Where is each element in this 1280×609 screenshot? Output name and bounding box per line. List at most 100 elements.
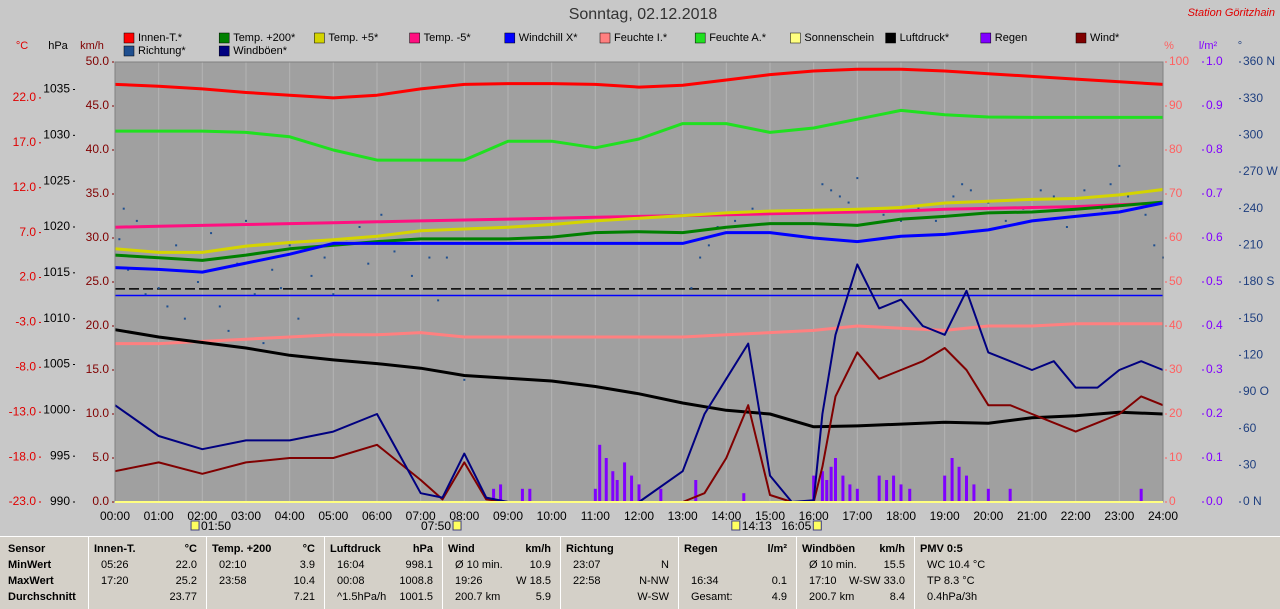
direction-point — [969, 189, 972, 192]
legend-swatch — [123, 32, 135, 44]
rain-bar — [492, 488, 496, 502]
table-section: Temp. +200 °C 02:10 3.9 23:58 10.4 7.21 — [206, 537, 325, 609]
y-tick-label: 1010 — [43, 311, 70, 325]
y-tick-label: 0.8 — [1206, 142, 1223, 156]
y-tick-label: 60 — [1243, 421, 1257, 435]
rain-bar — [812, 475, 816, 502]
series-line — [114, 328, 1164, 429]
table-cell: W-SW 33.0 — [848, 575, 905, 587]
y-tick-label: 1015 — [43, 265, 70, 279]
rain-bar — [848, 484, 852, 502]
legend-swatch — [599, 32, 611, 44]
legend-label: Feuchte I.* — [614, 32, 668, 44]
table-cell: MaxWert — [8, 575, 54, 587]
direction-point — [245, 219, 247, 222]
table-cell: N — [661, 559, 669, 571]
rain-bar — [834, 458, 837, 502]
legend-swatch — [314, 32, 325, 44]
series-line — [114, 200, 1164, 262]
event-marker — [731, 520, 741, 531]
rain-bar — [528, 488, 532, 502]
legend-label: Windböen* — [233, 45, 288, 57]
table-cell: Durchschnitt — [8, 591, 76, 603]
table-cell: 1001.5 — [399, 591, 433, 603]
legend-label: Innen-T.* — [138, 32, 183, 44]
table-cell: l/m² — [767, 543, 787, 555]
x-tick-label: 03:00 — [231, 509, 261, 523]
y-tick-label: 300 — [1243, 128, 1263, 142]
rain-bar — [623, 462, 627, 502]
y-tick-label: 20.0 — [86, 318, 110, 332]
x-tick-label: 04:00 — [275, 509, 305, 523]
direction-point — [127, 268, 130, 271]
table-cell: 19:26 — [455, 575, 483, 587]
direction-point — [288, 244, 291, 247]
table-section: Innen-T. °C 05:26 22.0 17:20 25.2 23.77 — [88, 537, 207, 609]
legend-swatch — [980, 32, 992, 44]
y-tick-label: 22.0 — [13, 90, 37, 104]
table-cell: 22.0 — [175, 559, 197, 571]
rain-bar — [742, 493, 746, 502]
direction-point — [900, 219, 902, 222]
rain-bar — [1139, 488, 1143, 502]
table-cell: 17:20 — [101, 575, 129, 587]
y-tick-label: 25.0 — [86, 274, 110, 288]
event-marker — [190, 520, 200, 531]
x-tick-label: 22:00 — [1061, 509, 1091, 523]
legend-label: Temp. +200* — [233, 32, 296, 44]
table-cell: 8.4 — [889, 591, 905, 603]
legend-label: Sonnenschein — [804, 32, 874, 44]
direction-point — [838, 195, 841, 198]
rain-bar — [908, 488, 912, 502]
y-tick-label: 1000 — [43, 403, 70, 417]
axis-unit: l/m² — [1199, 40, 1218, 52]
axis-unit: % — [1164, 40, 1174, 52]
direction-point — [323, 256, 326, 259]
legend-label: Windchill X* — [519, 32, 578, 44]
y-tick-label: 995 — [50, 448, 70, 462]
y-tick-label: 0.7 — [1206, 186, 1223, 200]
y-tick-label: -18.0 — [9, 449, 37, 463]
y-tick-label: 45.0 — [86, 98, 110, 112]
y-tick-label: 0.6 — [1206, 230, 1223, 244]
direction-point — [428, 256, 431, 259]
table-cell: Regen — [684, 543, 718, 555]
axis-unit: °C — [16, 40, 28, 52]
direction-point — [856, 177, 859, 180]
rain-bar — [892, 475, 896, 502]
event-label: 16:05 — [781, 519, 811, 533]
table-cell: hPa — [412, 543, 433, 555]
x-tick-label: 21:00 — [1017, 509, 1047, 523]
table-cell: Temp. +200 — [212, 543, 272, 555]
y-tick-label: 10 — [1169, 450, 1183, 464]
series-line — [114, 201, 1164, 274]
x-tick-label: 15:00 — [755, 509, 785, 523]
direction-point — [410, 274, 413, 277]
table-cell: Luftdruck — [330, 543, 381, 555]
y-tick-label: 120 — [1243, 348, 1263, 362]
y-tick-label: 0.0 — [1206, 494, 1223, 508]
table-section: Luftdruck hPa 16:04 998.1 00:08 1008.8 ^1.5hPa… — [324, 537, 443, 609]
table-section: PMV 0:5 WC 10.4 °C TP 8.3 °C 0.4hPa/3h — [914, 537, 1033, 609]
table-cell: W-SW — [637, 591, 669, 603]
x-tick-label: 18:00 — [886, 509, 916, 523]
y-tick-label: 100 — [1169, 54, 1189, 68]
direction-point — [367, 262, 370, 265]
chart: Sonntag, 02.12.2018 Station Göritzhain 0… — [9, 6, 1279, 533]
table-cell: 02:10 — [219, 559, 247, 571]
direction-point — [393, 250, 396, 253]
y-tick-label: 5.0 — [92, 450, 109, 464]
direction-point — [183, 317, 186, 320]
rain-bar — [604, 458, 608, 502]
direction-point — [437, 299, 440, 302]
direction-point — [157, 287, 160, 290]
table-section: Richtung 23:07 N 22:58 N-NW W-SW — [560, 537, 679, 609]
legend-swatch — [885, 32, 896, 44]
direction-point — [821, 183, 824, 186]
y-tick-label: 70 — [1169, 186, 1183, 200]
table-cell: 22:58 — [573, 575, 601, 587]
table-cell: 200.7 km — [809, 591, 855, 603]
rain-bar — [520, 488, 524, 502]
direction-point — [1065, 226, 1068, 228]
y-tick-label: 17.0 — [13, 135, 37, 149]
